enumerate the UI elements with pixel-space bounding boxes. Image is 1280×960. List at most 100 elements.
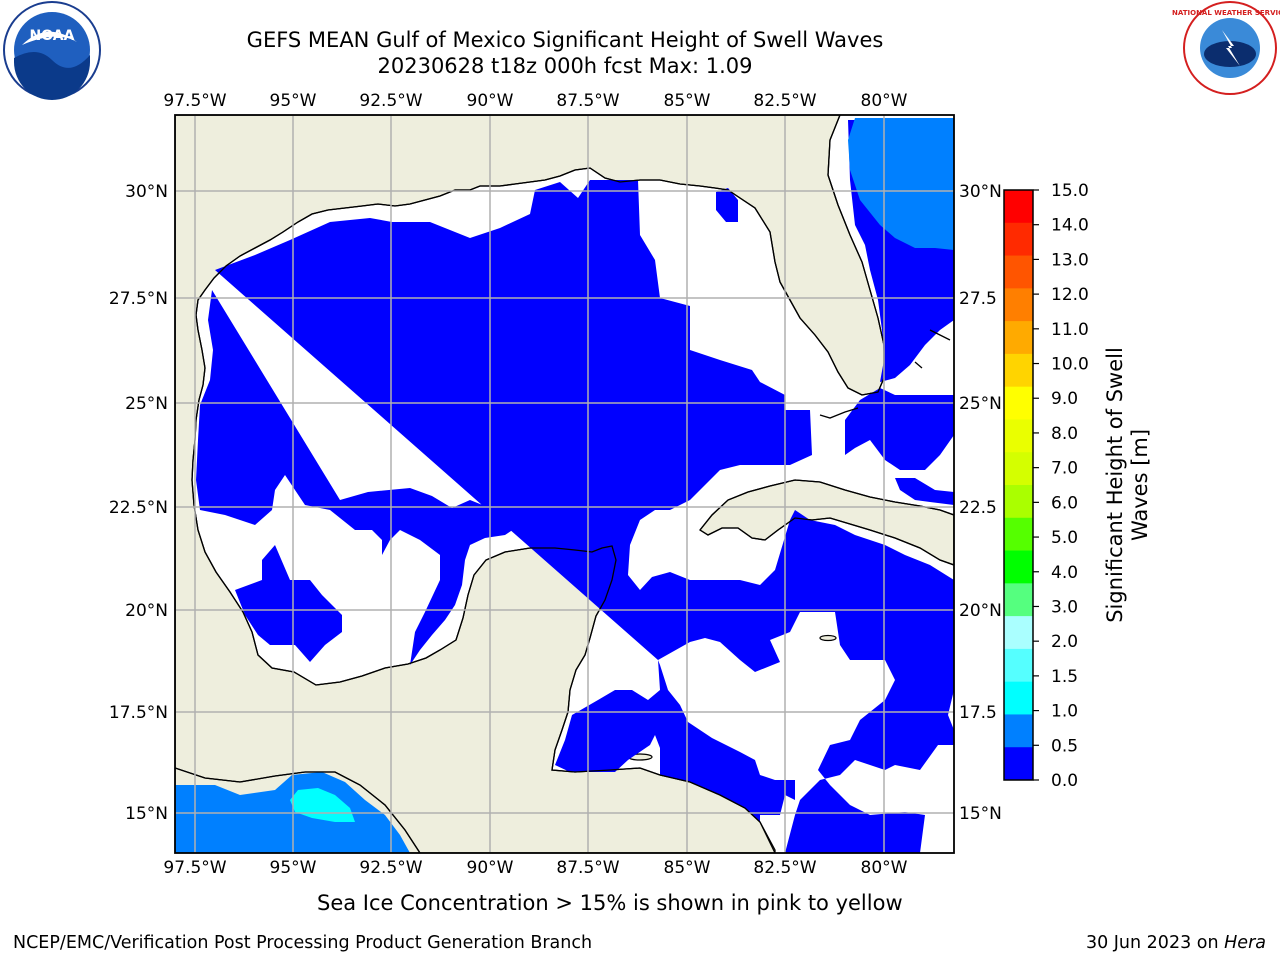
colorbar-tick-label: 3.0 <box>1051 597 1078 617</box>
colorbar-tick-label: 2.0 <box>1051 632 1078 652</box>
coastline-bahamas <box>819 329 951 419</box>
colorbar-segment <box>1004 190 1033 224</box>
lat-label-left: 20°N <box>125 601 168 621</box>
colorbar-segment <box>1004 517 1033 552</box>
lon-label-top: 92.5°W <box>359 91 422 111</box>
lat-labels-left: 30°N 27.5°N 25°N 22.5°N 20°N 17.5°N 15°N <box>109 182 168 824</box>
lon-label-bottom: 90°W <box>467 858 514 878</box>
noaa-logo: NOAA <box>3 1 101 100</box>
colorbar-tick-label: 9.0 <box>1051 389 1078 409</box>
lon-label-top: 82.5°W <box>753 91 816 111</box>
lon-labels-top: 97.5°W 95°W 92.5°W 90°W 87.5°W 85°W 82.5… <box>163 91 907 111</box>
colorbar-tick-label: 4.0 <box>1051 563 1078 583</box>
colorbar-label: Significant Height of Swell Waves [m] <box>1103 347 1152 623</box>
swell-0.0-0.5-gulf <box>196 120 954 853</box>
colorbar-segment <box>1004 681 1033 715</box>
colorbar-frame <box>1003 189 1034 781</box>
colorbar-tick-label: 1.5 <box>1051 667 1078 687</box>
lon-label-bottom: 80°W <box>861 858 908 878</box>
coastline-pacific <box>175 767 421 853</box>
coastline-cuba <box>699 479 954 566</box>
colorbar-segment <box>1004 648 1033 683</box>
colorbar-segment <box>1004 583 1033 617</box>
coastline-mainland <box>191 115 885 853</box>
lat-label-left: 17.5°N <box>109 703 168 723</box>
lat-label-right: 30°N <box>959 182 1002 202</box>
colorbar-tick-label: 0.5 <box>1051 736 1078 756</box>
colorbar-segment <box>1004 222 1033 257</box>
lon-label-bottom: 95°W <box>270 858 317 878</box>
lon-labels-bottom: 97.5°W 95°W 92.5°W 90°W 87.5°W 85°W 82.5… <box>163 858 907 878</box>
lat-label-left: 25°N <box>125 394 168 414</box>
lon-label-top: 85°W <box>664 91 711 111</box>
nws-logo-cloud <box>1204 41 1256 67</box>
colorbar-tick-labels: 15.0 14.0 13.0 12.0 11.0 10.0 9.0 8.0 7.0 6.0 5.0 4… <box>1033 181 1089 791</box>
colorbar-segment <box>1004 747 1033 781</box>
noaa-logo-text: NOAA <box>30 28 75 44</box>
nws-logo: NATIONAL WEATHER SERVICE <box>1172 1 1280 95</box>
colorbar-tick-label: 1.0 <box>1051 702 1078 722</box>
colorbar-tick-label: 14.0 <box>1051 216 1089 236</box>
colorbar-tick-label: 15.0 <box>1051 181 1089 201</box>
colorbar-segment <box>1004 616 1033 650</box>
lat-label-right: 22.5 <box>959 498 997 518</box>
sea-ice-caption: Sea Ice Concentration > 15% is shown in … <box>317 891 903 915</box>
lat-label-right: 25°N <box>959 394 1002 414</box>
colorbar-tick-label: 6.0 <box>1051 493 1078 513</box>
map-frame <box>174 114 955 854</box>
noaa-logo-bird <box>22 31 77 45</box>
footer-right: 30 Jun 2023 on Hera <box>1086 933 1266 953</box>
colorbar-tick-label: 13.0 <box>1051 250 1089 270</box>
colorbar-label-line1: Significant Height of Swell <box>1103 347 1127 623</box>
colorbar-tick-label: 0.0 <box>1051 771 1078 791</box>
colorbar-segment <box>1004 550 1033 584</box>
lon-label-top: 97.5°W <box>163 91 226 111</box>
lon-label-bottom: 85°W <box>664 858 711 878</box>
colorbar-segment <box>1004 386 1033 420</box>
map-subtitle: 20230628 t18z 000h fcst Max: 1.09 <box>377 54 753 78</box>
swell-0.5-1.0-atlantic <box>848 118 954 250</box>
colorbar-segment <box>1004 419 1033 453</box>
lat-label-right: 27.5 <box>959 289 997 309</box>
lon-label-bottom: 92.5°W <box>359 858 422 878</box>
land-jamaica <box>819 634 837 642</box>
footer-host: Hera <box>1224 933 1266 953</box>
nws-logo-bolt <box>1222 30 1240 66</box>
colorbar-tick-label: 10.0 <box>1051 355 1089 375</box>
colorbar-segment <box>1004 288 1033 322</box>
footer-left: NCEP/EMC/Verification Post Processing Pr… <box>13 933 593 953</box>
colorbar-tick-label: 7.0 <box>1051 459 1078 479</box>
colorbar <box>1004 190 1033 781</box>
lat-label-right: 15°N <box>959 804 1002 824</box>
colorbar-segment <box>1004 485 1033 519</box>
graticule <box>175 115 954 853</box>
lat-label-left: 15°N <box>125 804 168 824</box>
map-title: GEFS MEAN Gulf of Mexico Significant Hei… <box>246 28 884 52</box>
colorbar-segment <box>1004 321 1033 355</box>
lat-labels-right: 30°N 27.5 25°N 22.5 20°N 17.5 15°N <box>959 182 1002 824</box>
colorbar-tick-label: 5.0 <box>1051 528 1078 548</box>
lat-label-right: 20°N <box>959 601 1002 621</box>
lat-label-left: 22.5°N <box>109 498 168 518</box>
lon-label-bottom: 82.5°W <box>753 858 816 878</box>
colorbar-segment <box>1004 714 1033 748</box>
nws-logo-text: NATIONAL WEATHER SERVICE <box>1172 9 1280 17</box>
colorbar-segment <box>1004 353 1033 388</box>
colorbar-segment <box>1004 255 1033 289</box>
lat-label-left: 30°N <box>125 182 168 202</box>
noaa-logo-wave <box>14 51 90 100</box>
footer-date: 30 Jun 2023 on <box>1085 933 1225 953</box>
lon-label-top: 87.5°W <box>556 91 619 111</box>
lat-label-right: 17.5 <box>959 703 997 723</box>
colorbar-tick-label: 8.0 <box>1051 424 1078 444</box>
colorbar-segment <box>1004 452 1033 486</box>
lat-label-left: 27.5°N <box>109 289 168 309</box>
colorbar-tick-label: 11.0 <box>1051 320 1089 340</box>
lon-label-bottom: 97.5°W <box>163 858 226 878</box>
colorbar-tick-label: 12.0 <box>1051 285 1089 305</box>
map-panel <box>175 115 954 853</box>
lon-label-top: 80°W <box>861 91 908 111</box>
lon-label-bottom: 87.5°W <box>556 858 619 878</box>
lon-label-top: 95°W <box>270 91 317 111</box>
